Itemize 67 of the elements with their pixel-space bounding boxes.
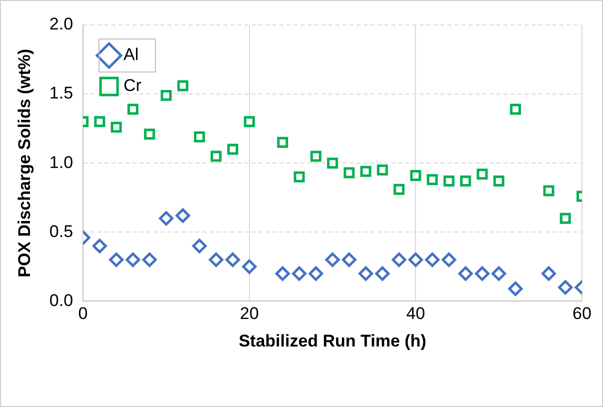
- point: [294, 171, 305, 182]
- point: [508, 282, 523, 296]
- point: [277, 136, 288, 148]
- point: [543, 185, 554, 196]
- point: [360, 166, 372, 177]
- point: [227, 144, 238, 155]
- point: [160, 90, 172, 101]
- point: [425, 252, 440, 268]
- point: [358, 266, 374, 281]
- point: [244, 116, 255, 128]
- point: [177, 80, 188, 92]
- y-tick-label: 0.5: [49, 222, 74, 241]
- x-tick-label: 40: [406, 304, 426, 324]
- point: [458, 266, 473, 281]
- point: [310, 150, 322, 162]
- y-tick-label: 0.0: [49, 290, 74, 310]
- point: [110, 122, 122, 133]
- point: [394, 184, 405, 195]
- point: [492, 266, 506, 281]
- x-tick-label: 60: [572, 304, 592, 324]
- point: [344, 167, 355, 178]
- point: [375, 266, 390, 281]
- point: [292, 266, 306, 281]
- point: [426, 174, 438, 186]
- point: [126, 252, 140, 268]
- point: [474, 266, 490, 281]
- point: [192, 238, 207, 254]
- legend-label: Al: [124, 45, 139, 64]
- point: [94, 116, 106, 128]
- point: [560, 212, 571, 224]
- y-axis-title: POX Discharge Solids (wt%): [14, 48, 34, 278]
- point: [109, 252, 124, 268]
- point: [208, 252, 224, 268]
- y-tick-label: 2.0: [49, 14, 74, 34]
- point: [510, 104, 521, 115]
- point: [92, 238, 107, 254]
- point: [210, 150, 222, 162]
- point: [158, 211, 174, 226]
- x-tick-label: 20: [240, 304, 259, 324]
- point: [327, 158, 338, 169]
- y-tick-label: 1.5: [49, 84, 74, 103]
- y-tick-label: 1.0: [49, 152, 74, 172]
- point: [325, 252, 340, 268]
- point: [460, 176, 472, 187]
- point: [442, 252, 456, 268]
- point: [144, 128, 156, 140]
- point: [410, 170, 422, 182]
- point: [275, 266, 290, 281]
- point: [242, 259, 257, 274]
- point: [127, 104, 138, 115]
- point: [493, 176, 504, 187]
- x-axis-title: Stabilized Run Time (h): [238, 331, 426, 350]
- point: [194, 131, 205, 142]
- point: [476, 168, 488, 180]
- x-tick-label: 0: [78, 304, 88, 324]
- point: [308, 266, 324, 281]
- point: [558, 280, 573, 295]
- point: [142, 252, 157, 268]
- point: [342, 252, 356, 268]
- point: [376, 164, 388, 176]
- legend-label: Cr: [124, 76, 142, 96]
- point: [392, 252, 406, 268]
- point: [176, 208, 190, 223]
- point: [443, 176, 454, 187]
- point: [408, 252, 423, 268]
- point: [225, 252, 240, 268]
- point: [541, 266, 556, 281]
